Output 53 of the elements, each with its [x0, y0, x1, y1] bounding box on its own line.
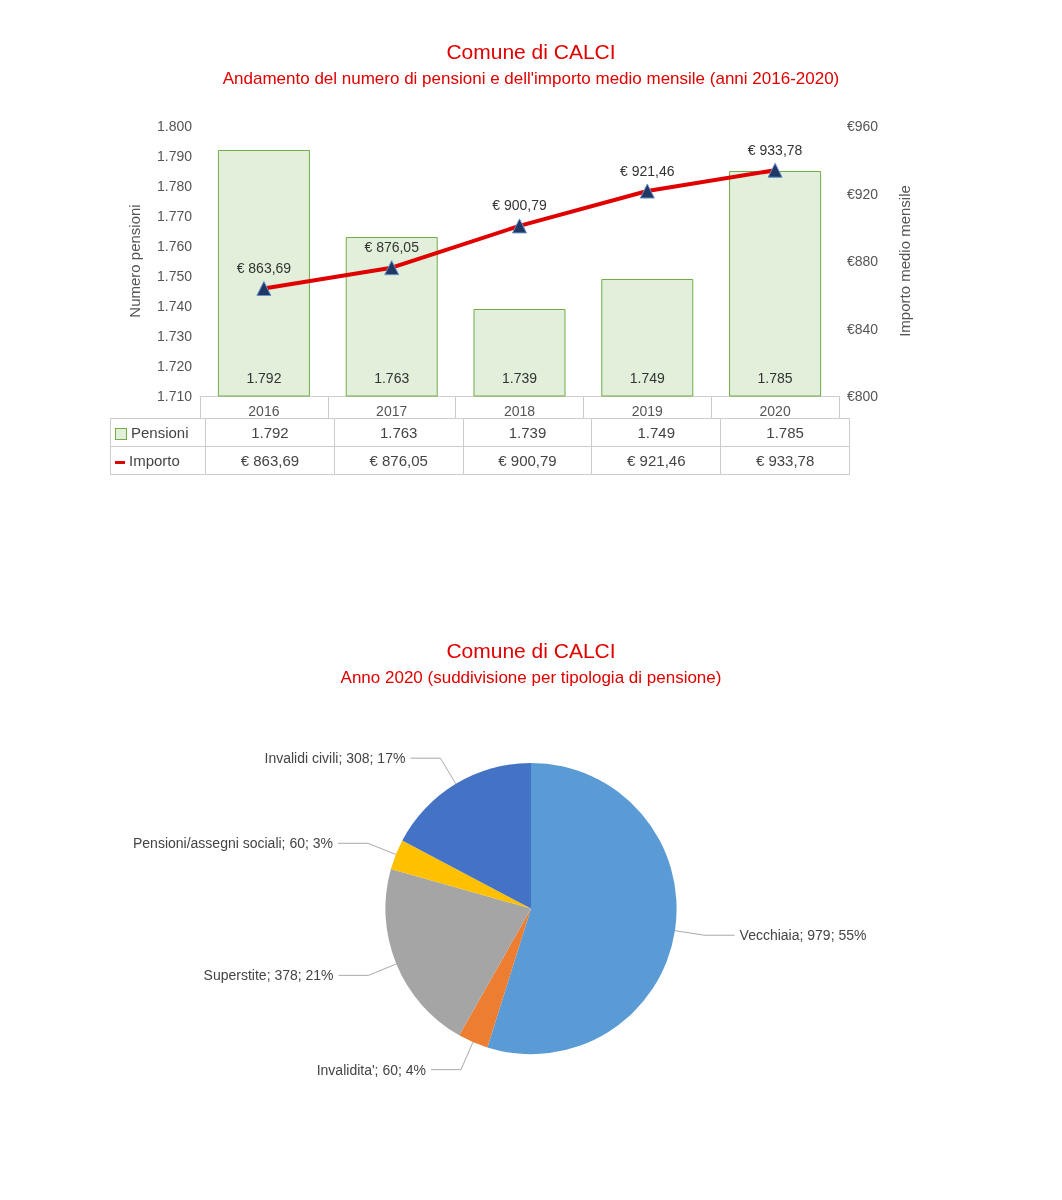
y2-axis-title: Importo medio mensile	[896, 185, 913, 337]
data-label: € 863,69	[205, 446, 335, 475]
legend-label: Pensioni	[110, 418, 206, 447]
slice-label: Invalidita'; 60; 4%	[316, 1061, 426, 1078]
text: € 933,78	[747, 141, 803, 158]
data-label: € 921,46	[591, 446, 721, 475]
data-label: € 900,79	[463, 446, 592, 475]
chart-title: Comune di CALCI	[446, 40, 616, 63]
text: 1.785	[757, 369, 793, 386]
text: 1.749	[629, 369, 665, 386]
text: 1.763	[374, 369, 410, 386]
y-tick-label: 1.720	[156, 358, 193, 374]
slice-label: Pensioni/assegni sociali; 60; 3%	[132, 835, 333, 852]
y-tick-label: 1.740	[156, 298, 193, 314]
data-label: 1.749	[591, 418, 721, 447]
y2-tick-label: €800	[847, 388, 879, 404]
y2-tick-label: €960	[847, 118, 879, 134]
data-label: 1.739	[463, 418, 592, 447]
y2-tick-label: €880	[847, 253, 879, 269]
text: € 900,79	[492, 197, 547, 214]
y-tick-label: 1.800	[156, 118, 193, 134]
y-tick-label: 1.760	[156, 238, 193, 254]
data-label: 1.763	[334, 418, 464, 447]
x-tick-label: 2017	[376, 403, 408, 419]
x-tick-label: 2018	[503, 403, 536, 419]
x-tick-label: 2020	[759, 403, 791, 419]
y-tick-label: 1.750	[156, 268, 193, 284]
text: 1.739	[501, 369, 538, 386]
y-tick-label: 1.730	[156, 328, 193, 344]
y-axis-title: Numero pensioni	[126, 204, 143, 318]
text: 1.792	[246, 369, 282, 386]
y-tick-label: 1.710	[156, 388, 193, 404]
slice-label: Invalidi civili; 308; 17%	[264, 750, 406, 767]
legend-label: Importo	[110, 446, 206, 475]
data-label: 1.792	[205, 418, 335, 447]
y2-tick-label: €920	[847, 185, 879, 202]
x-tick-label: 2016	[248, 403, 280, 419]
y-tick-label: 1.770	[156, 208, 193, 224]
chart-subtitle: Andamento del numero di pensioni e dell'importo medio mensile (anni 2016-2020)	[222, 69, 840, 88]
data-label: 1.785	[720, 418, 850, 447]
slice-label: Superstite; 378; 21%	[203, 967, 334, 984]
y-tick-label: 1.780	[156, 178, 193, 194]
text: € 921,46	[620, 162, 675, 179]
y2-tick-label: €840	[847, 320, 879, 337]
chart-title: Comune di CALCI	[446, 639, 616, 662]
data-label: € 933,78	[720, 446, 850, 475]
data-label: € 876,05	[334, 446, 464, 475]
chart-subtitle: Anno 2020 (suddivisione per tipologia di pensione)	[340, 668, 722, 687]
slice-label: Vecchiaia; 979; 55%	[739, 927, 867, 944]
text: € 863,69	[236, 260, 292, 277]
y-tick-label: 1.790	[156, 148, 193, 164]
text: € 876,05	[364, 239, 419, 256]
x-tick-label: 2019	[631, 403, 664, 419]
